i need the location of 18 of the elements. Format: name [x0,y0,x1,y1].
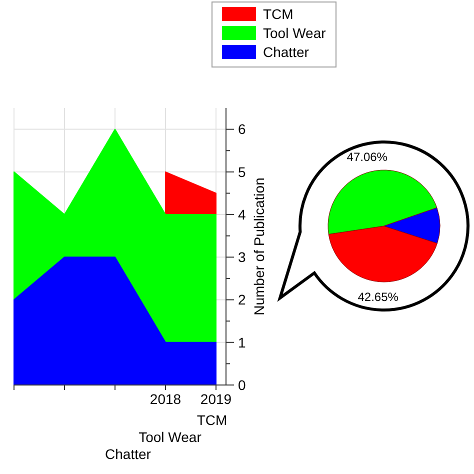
text: Chatter [105,446,151,462]
y-tick-label: 1 [238,334,246,350]
text: TCM [196,412,228,428]
y-axis-title: Number of Publication [251,178,267,316]
y-tick-label: 5 [238,164,246,180]
x-tick-label: 2018 [150,391,182,407]
text: Tool Wear [138,429,202,445]
y-tick-label: 4 [238,206,246,222]
x-tick-label: 2019 [200,391,232,407]
y-tick-label: 3 [238,249,246,266]
legend-label: Chatter [263,44,310,60]
legend-label: Tool Wear [263,25,326,41]
y-tick-label: 2 [238,292,246,308]
y-tick-label: 6 [238,121,246,138]
legend-label: TCM [263,6,294,22]
data-label: 42.65% [358,290,399,304]
y-tick-label: 0 [238,376,246,393]
data-label: 47.06% [346,150,388,164]
